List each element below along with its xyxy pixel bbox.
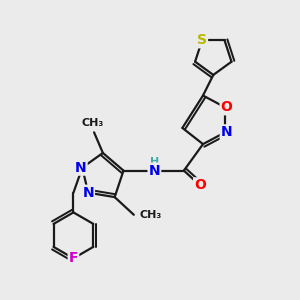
Text: S: S [197, 33, 207, 47]
Text: O: O [220, 100, 232, 114]
Text: F: F [69, 251, 78, 266]
Text: N: N [82, 186, 94, 200]
Text: N: N [75, 161, 87, 175]
Text: N: N [148, 164, 160, 178]
Text: CH₃: CH₃ [140, 210, 162, 220]
Text: N: N [221, 125, 232, 139]
Text: O: O [194, 178, 206, 192]
Text: CH₃: CH₃ [82, 118, 104, 128]
Text: H: H [150, 158, 159, 167]
